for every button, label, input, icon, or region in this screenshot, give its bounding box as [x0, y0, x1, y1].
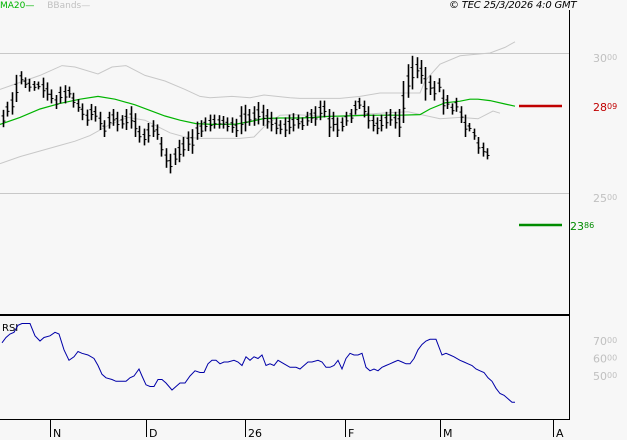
rsi-axis: 7000 6000 5000: [593, 335, 617, 383]
copyright-timestamp: © TEC 25/3/2026 4:0 GMT: [449, 0, 577, 11]
price-bars: [1, 55, 490, 174]
ma20-line: [0, 95, 516, 126]
time-tick-label: N: [53, 427, 61, 440]
legend-bbands-swatch: —: [81, 1, 91, 11]
price-gridlines: [0, 53, 569, 194]
rsi-line: [1, 323, 515, 403]
rsi-tick-label: 7000: [593, 335, 617, 348]
bollinger-upper-band: [0, 41, 516, 99]
legend-bbands: BBands: [47, 1, 82, 11]
time-axis: N D 26 F M A: [50, 420, 564, 440]
bollinger-lower-band: [0, 110, 501, 165]
resistance-label: 2809: [593, 101, 617, 114]
rsi-tick-label: 6000: [593, 353, 617, 366]
time-tick-label: D: [149, 427, 157, 440]
legend-ma20-swatch: —: [25, 1, 35, 11]
indicator-legend: MA20— BBands—: [0, 0, 90, 12]
time-tick-label: A: [556, 427, 564, 440]
time-tick-label: M: [443, 427, 453, 440]
support-label: 2386: [570, 220, 594, 233]
price-tick-label: 3000: [593, 52, 617, 65]
rsi-label: RSI: [2, 323, 18, 334]
rsi-tick-label: 5000: [593, 370, 617, 383]
time-tick-label: 26: [248, 427, 262, 440]
price-tick-label: 2500: [593, 192, 617, 205]
legend-ma20: MA20: [0, 1, 26, 11]
support-resistance-levels: 2809 2386: [519, 101, 617, 233]
price-axis: 3000 2500: [593, 52, 617, 205]
time-tick-label: F: [348, 427, 354, 440]
